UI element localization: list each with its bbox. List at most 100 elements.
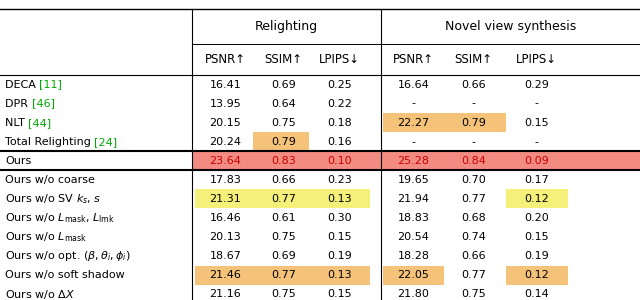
Text: 0.75: 0.75 xyxy=(271,118,296,128)
Text: 17.83: 17.83 xyxy=(209,175,241,185)
Text: NLT: NLT xyxy=(5,118,29,128)
Text: SSIM↑: SSIM↑ xyxy=(454,53,493,66)
Text: 23.64: 23.64 xyxy=(209,156,241,166)
Text: Ours w/o $L_{\mathrm{mask}}$, $L_{\mathrm{lmk}}$: Ours w/o $L_{\mathrm{mask}}$, $L_{\mathr… xyxy=(5,211,115,225)
Text: 20.15: 20.15 xyxy=(209,118,241,128)
Text: 0.12: 0.12 xyxy=(524,270,548,280)
Text: 22.27: 22.27 xyxy=(397,118,429,128)
Text: 0.20: 0.20 xyxy=(524,213,548,223)
Text: 0.15: 0.15 xyxy=(524,118,548,128)
Text: -: - xyxy=(412,99,415,109)
Text: 20.54: 20.54 xyxy=(397,232,429,242)
Text: [24]: [24] xyxy=(95,137,118,147)
Text: 0.23: 0.23 xyxy=(327,175,351,185)
Text: 0.69: 0.69 xyxy=(271,80,296,89)
Text: 21.31: 21.31 xyxy=(209,194,241,204)
Text: 0.77: 0.77 xyxy=(461,194,486,204)
Text: 22.05: 22.05 xyxy=(397,270,429,280)
Text: 16.64: 16.64 xyxy=(397,80,429,89)
Text: 0.66: 0.66 xyxy=(461,251,486,261)
Text: 21.94: 21.94 xyxy=(397,194,429,204)
Text: 18.83: 18.83 xyxy=(397,213,429,223)
Text: Ours w/o $L_{\mathrm{mask}}$: Ours w/o $L_{\mathrm{mask}}$ xyxy=(5,230,87,244)
Bar xyxy=(195,266,253,284)
Text: 0.79: 0.79 xyxy=(461,118,486,128)
Text: Novel view synthesis: Novel view synthesis xyxy=(445,20,576,33)
Text: 0.10: 0.10 xyxy=(327,156,351,166)
Text: -: - xyxy=(534,137,538,147)
Text: 0.19: 0.19 xyxy=(524,251,548,261)
Bar xyxy=(506,266,568,284)
Bar xyxy=(309,266,370,284)
Text: 0.83: 0.83 xyxy=(271,156,296,166)
Text: 0.25: 0.25 xyxy=(327,80,351,89)
Text: Ours w/o opt. $(\beta, \theta_i, \phi_i)$: Ours w/o opt. $(\beta, \theta_i, \phi_i)… xyxy=(5,249,131,263)
Bar xyxy=(309,189,370,208)
Text: 21.16: 21.16 xyxy=(209,289,241,299)
Text: [11]: [11] xyxy=(40,80,62,89)
Text: 0.18: 0.18 xyxy=(327,118,351,128)
Text: 0.64: 0.64 xyxy=(271,99,296,109)
Text: 0.13: 0.13 xyxy=(327,270,351,280)
Text: 0.69: 0.69 xyxy=(271,251,296,261)
Text: 20.13: 20.13 xyxy=(209,232,241,242)
Text: PSNR↑: PSNR↑ xyxy=(393,53,434,66)
Text: 0.77: 0.77 xyxy=(271,270,296,280)
Text: Ours w/o coarse: Ours w/o coarse xyxy=(5,175,95,185)
Bar xyxy=(444,113,506,132)
Text: -: - xyxy=(412,137,415,147)
Text: 16.46: 16.46 xyxy=(209,213,241,223)
Text: 13.95: 13.95 xyxy=(209,99,241,109)
Text: 0.15: 0.15 xyxy=(327,289,351,299)
Bar xyxy=(383,266,444,284)
Text: 0.15: 0.15 xyxy=(524,232,548,242)
Text: 0.19: 0.19 xyxy=(327,251,351,261)
Text: 21.46: 21.46 xyxy=(209,270,241,280)
Text: Ours w/o $\Delta X$: Ours w/o $\Delta X$ xyxy=(5,288,76,300)
Text: 0.09: 0.09 xyxy=(524,156,548,166)
Bar xyxy=(192,151,640,170)
Text: 0.61: 0.61 xyxy=(271,213,296,223)
Text: Ours: Ours xyxy=(5,156,31,166)
Text: 0.14: 0.14 xyxy=(524,289,548,299)
Text: 0.77: 0.77 xyxy=(461,270,486,280)
Text: 19.65: 19.65 xyxy=(397,175,429,185)
Text: 20.24: 20.24 xyxy=(209,137,241,147)
Text: 0.75: 0.75 xyxy=(461,289,486,299)
Text: 0.16: 0.16 xyxy=(327,137,351,147)
Text: DPR: DPR xyxy=(5,99,31,109)
Text: 0.77: 0.77 xyxy=(271,194,296,204)
Text: 0.68: 0.68 xyxy=(461,213,486,223)
Text: -: - xyxy=(472,99,476,109)
Text: Total Relighting: Total Relighting xyxy=(5,137,95,147)
Text: Relighting: Relighting xyxy=(255,20,318,33)
Bar xyxy=(383,113,444,132)
Bar xyxy=(506,189,568,208)
Text: LPIPS↓: LPIPS↓ xyxy=(516,53,557,66)
Text: DECA: DECA xyxy=(5,80,40,89)
Text: 0.79: 0.79 xyxy=(271,137,296,147)
Text: 0.75: 0.75 xyxy=(271,232,296,242)
Text: 0.15: 0.15 xyxy=(327,232,351,242)
Text: [46]: [46] xyxy=(31,99,54,109)
Text: Ours w/o soft shadow: Ours w/o soft shadow xyxy=(5,270,125,280)
Text: 0.30: 0.30 xyxy=(327,213,351,223)
Text: 18.28: 18.28 xyxy=(397,251,429,261)
Text: 18.67: 18.67 xyxy=(209,251,241,261)
Text: 16.41: 16.41 xyxy=(209,80,241,89)
Text: 0.66: 0.66 xyxy=(461,80,486,89)
Text: 25.28: 25.28 xyxy=(397,156,429,166)
Text: LPIPS↓: LPIPS↓ xyxy=(319,53,360,66)
Text: 0.13: 0.13 xyxy=(327,194,351,204)
Text: -: - xyxy=(472,137,476,147)
Text: 0.29: 0.29 xyxy=(524,80,548,89)
Bar xyxy=(253,266,309,284)
Bar xyxy=(253,132,309,151)
Bar xyxy=(253,189,309,208)
Text: -: - xyxy=(534,99,538,109)
Text: 0.12: 0.12 xyxy=(524,194,548,204)
Text: 0.70: 0.70 xyxy=(461,175,486,185)
Text: 0.66: 0.66 xyxy=(271,175,296,185)
Text: [44]: [44] xyxy=(29,118,52,128)
Text: SSIM↑: SSIM↑ xyxy=(264,53,303,66)
